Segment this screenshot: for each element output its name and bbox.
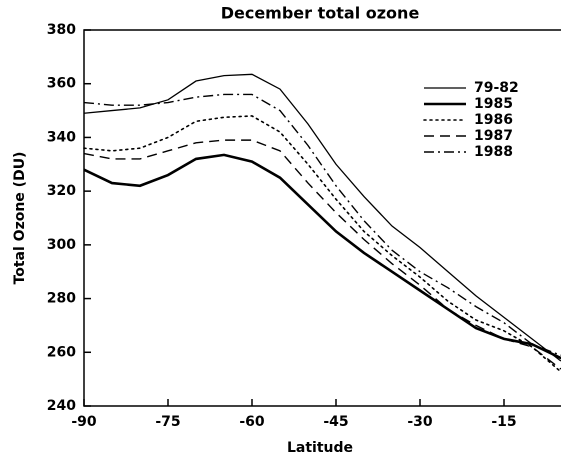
y-tick-label: 320 (47, 183, 76, 199)
y-tick-label: 340 (47, 129, 76, 145)
x-tick-label: -60 (239, 414, 265, 430)
y-tick-label: 380 (47, 22, 76, 38)
legend-label: 1986 (474, 112, 513, 128)
series-line (83, 73, 561, 362)
chart-title: December total ozone (221, 4, 420, 23)
y-axis-label: Total Ozone (DU) (12, 152, 28, 285)
y-tick-label: 280 (47, 291, 76, 307)
series-line (83, 139, 561, 370)
series-line (83, 115, 561, 373)
x-tick-label: -75 (155, 414, 180, 430)
legend-label: 1985 (474, 96, 513, 112)
x-tick-label: -30 (407, 414, 433, 430)
x-axis-label: Latitude (287, 440, 353, 456)
y-tick-label: 240 (47, 398, 76, 414)
y-tick-label: 300 (47, 237, 76, 253)
legend-label: 1987 (474, 128, 513, 144)
series-line (83, 153, 561, 360)
x-tick-label: -90 (71, 414, 97, 430)
y-tick-label: 260 (47, 344, 76, 360)
series-line (83, 93, 561, 356)
legend-label: 1988 (474, 144, 513, 160)
legend-label: 79-82 (474, 80, 519, 96)
x-tick-label: -45 (323, 414, 348, 430)
y-tick-label: 360 (47, 76, 76, 92)
x-tick-label: -15 (491, 414, 516, 430)
